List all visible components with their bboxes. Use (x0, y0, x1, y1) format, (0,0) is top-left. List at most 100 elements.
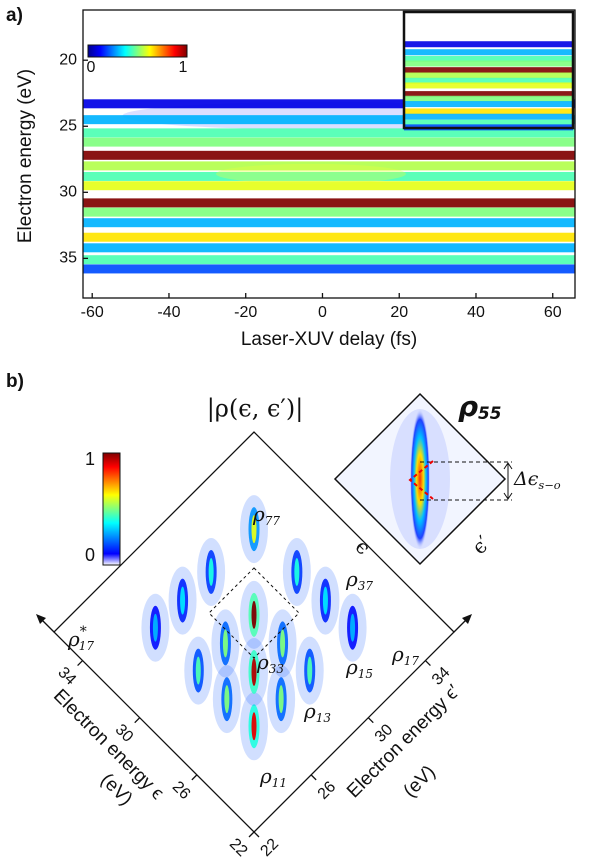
annotation-symbol: ρ (256, 650, 269, 674)
peak-core (294, 558, 300, 586)
inset-axis-label: ϵ′ (467, 531, 495, 559)
annotation: ρ15 (345, 655, 373, 681)
heatmap-band (83, 150, 575, 160)
annotation: ρ77 (252, 502, 280, 528)
inset-band (404, 77, 573, 84)
peak-core (251, 658, 257, 686)
peak (168, 566, 197, 635)
x-tick (310, 774, 317, 781)
y-tick (134, 717, 141, 724)
x-tick-label: 26 (315, 778, 340, 803)
panel-label: a) (6, 5, 23, 26)
annotation-sub: s−o (538, 478, 560, 492)
inset-band (404, 72, 573, 79)
heatmap-band (83, 161, 575, 171)
annotation: ρ55 (458, 390, 501, 423)
peak-core (251, 712, 257, 741)
peak-core (208, 558, 214, 586)
inset-band (404, 49, 573, 56)
annotation-sub: 17 (79, 639, 95, 653)
annotation-sub: 17 (404, 654, 420, 668)
annotation-sub: 15 (358, 667, 373, 681)
annotation: ρ* 17 (67, 624, 94, 653)
peak-core (251, 515, 257, 544)
inset-band (404, 119, 573, 126)
annotation-symbol: ρ (67, 627, 80, 651)
x-axis-label: Laser-XUV delay (fs) (241, 329, 417, 350)
y-tick-label: 22 (226, 835, 251, 858)
peak (240, 692, 268, 761)
heatmap-band (83, 207, 575, 217)
heatmap-band (83, 128, 575, 138)
annotation-symbol: ρ (391, 642, 404, 666)
annotation: Δϵs−o (513, 468, 561, 492)
inset-band (404, 101, 573, 108)
annotation-sub: 77 (265, 514, 281, 528)
heatmap-band (83, 137, 575, 147)
annotation: ρ33 (256, 650, 284, 676)
chart-title: |ρ(ϵ, ϵ′)| (207, 395, 304, 424)
x-tick (253, 831, 260, 838)
inset-band (404, 108, 573, 115)
peak-core (350, 613, 356, 642)
annotation: ρ11 (259, 764, 287, 790)
colorbar-tick-label: 1 (179, 59, 188, 76)
peak-core (224, 685, 230, 714)
peak (141, 593, 170, 662)
y-tick (191, 774, 198, 781)
y-tick-label: 30 (59, 184, 77, 201)
x-axis-unit: (eV) (400, 762, 440, 802)
splitting-guide (420, 461, 512, 501)
x-tick (367, 717, 374, 724)
peak (211, 609, 240, 678)
annotation-symbol: ρ (458, 390, 478, 423)
y-tick-label: 35 (59, 250, 77, 267)
annotation-symbol: Δϵ (513, 468, 539, 490)
inset-band (404, 41, 573, 48)
peak (212, 665, 241, 734)
peak (240, 580, 268, 649)
heatmap-band (83, 218, 575, 228)
inset-frame (402, 10, 575, 130)
colorbar-tick-label: 0 (87, 59, 96, 76)
peak-core (195, 656, 201, 685)
peak (282, 538, 311, 606)
peak (338, 593, 367, 662)
peak (311, 566, 340, 635)
annotation-sub: 55 (478, 403, 501, 423)
peak-core (251, 600, 257, 629)
zoom-box (208, 567, 300, 659)
inset-axis-label: ϵ (351, 534, 376, 559)
annotation-sub: 33 (269, 662, 285, 676)
y-axis-label: Electron energy (eV) (15, 69, 36, 243)
y-tick-label: 25 (59, 117, 77, 134)
heatmap-band (83, 99, 575, 109)
inset-band (404, 55, 573, 62)
panel-label: b) (6, 371, 24, 392)
x-tick-label: 0 (318, 304, 327, 321)
heatmap-band (83, 232, 575, 242)
y-tick-label: 34 (54, 664, 79, 689)
annotation-symbol: ρ (345, 567, 358, 591)
colorbar-tick-label: 1 (85, 449, 95, 469)
heatmap-band (83, 171, 575, 181)
inset-band (404, 113, 573, 120)
heatmap-band (83, 115, 575, 125)
heatmap-band (83, 243, 575, 253)
annotation-symbol: ρ (259, 764, 272, 788)
annotation-symbol: ρ (345, 655, 358, 679)
colorbar (87, 44, 188, 58)
peak (240, 495, 268, 564)
annotation: ρ17 (391, 642, 419, 668)
y-tick-label: 26 (169, 778, 194, 803)
plot-frame (82, 9, 576, 299)
colorbar-tick-label: 0 (85, 545, 95, 565)
peak-core (152, 613, 158, 642)
annotation-sub: 11 (272, 776, 287, 790)
annotation-sub: 37 (358, 579, 374, 593)
x-tick-label: -40 (157, 304, 180, 321)
x-tick-label: 40 (467, 304, 485, 321)
annotation-sup: * (80, 624, 87, 640)
x-tick-label: -60 (81, 304, 104, 321)
